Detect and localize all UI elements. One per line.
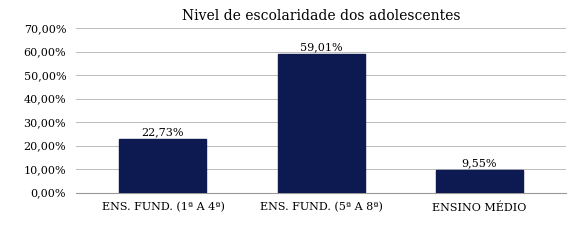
Bar: [436, 170, 523, 193]
Title: Nivel de escolaridade dos adolescentes: Nivel de escolaridade dos adolescentes: [182, 9, 460, 23]
Bar: [277, 54, 365, 193]
Text: 22,73%: 22,73%: [142, 127, 184, 137]
Text: 59,01%: 59,01%: [300, 42, 342, 52]
Bar: [120, 139, 207, 193]
Text: 9,55%: 9,55%: [462, 158, 497, 168]
